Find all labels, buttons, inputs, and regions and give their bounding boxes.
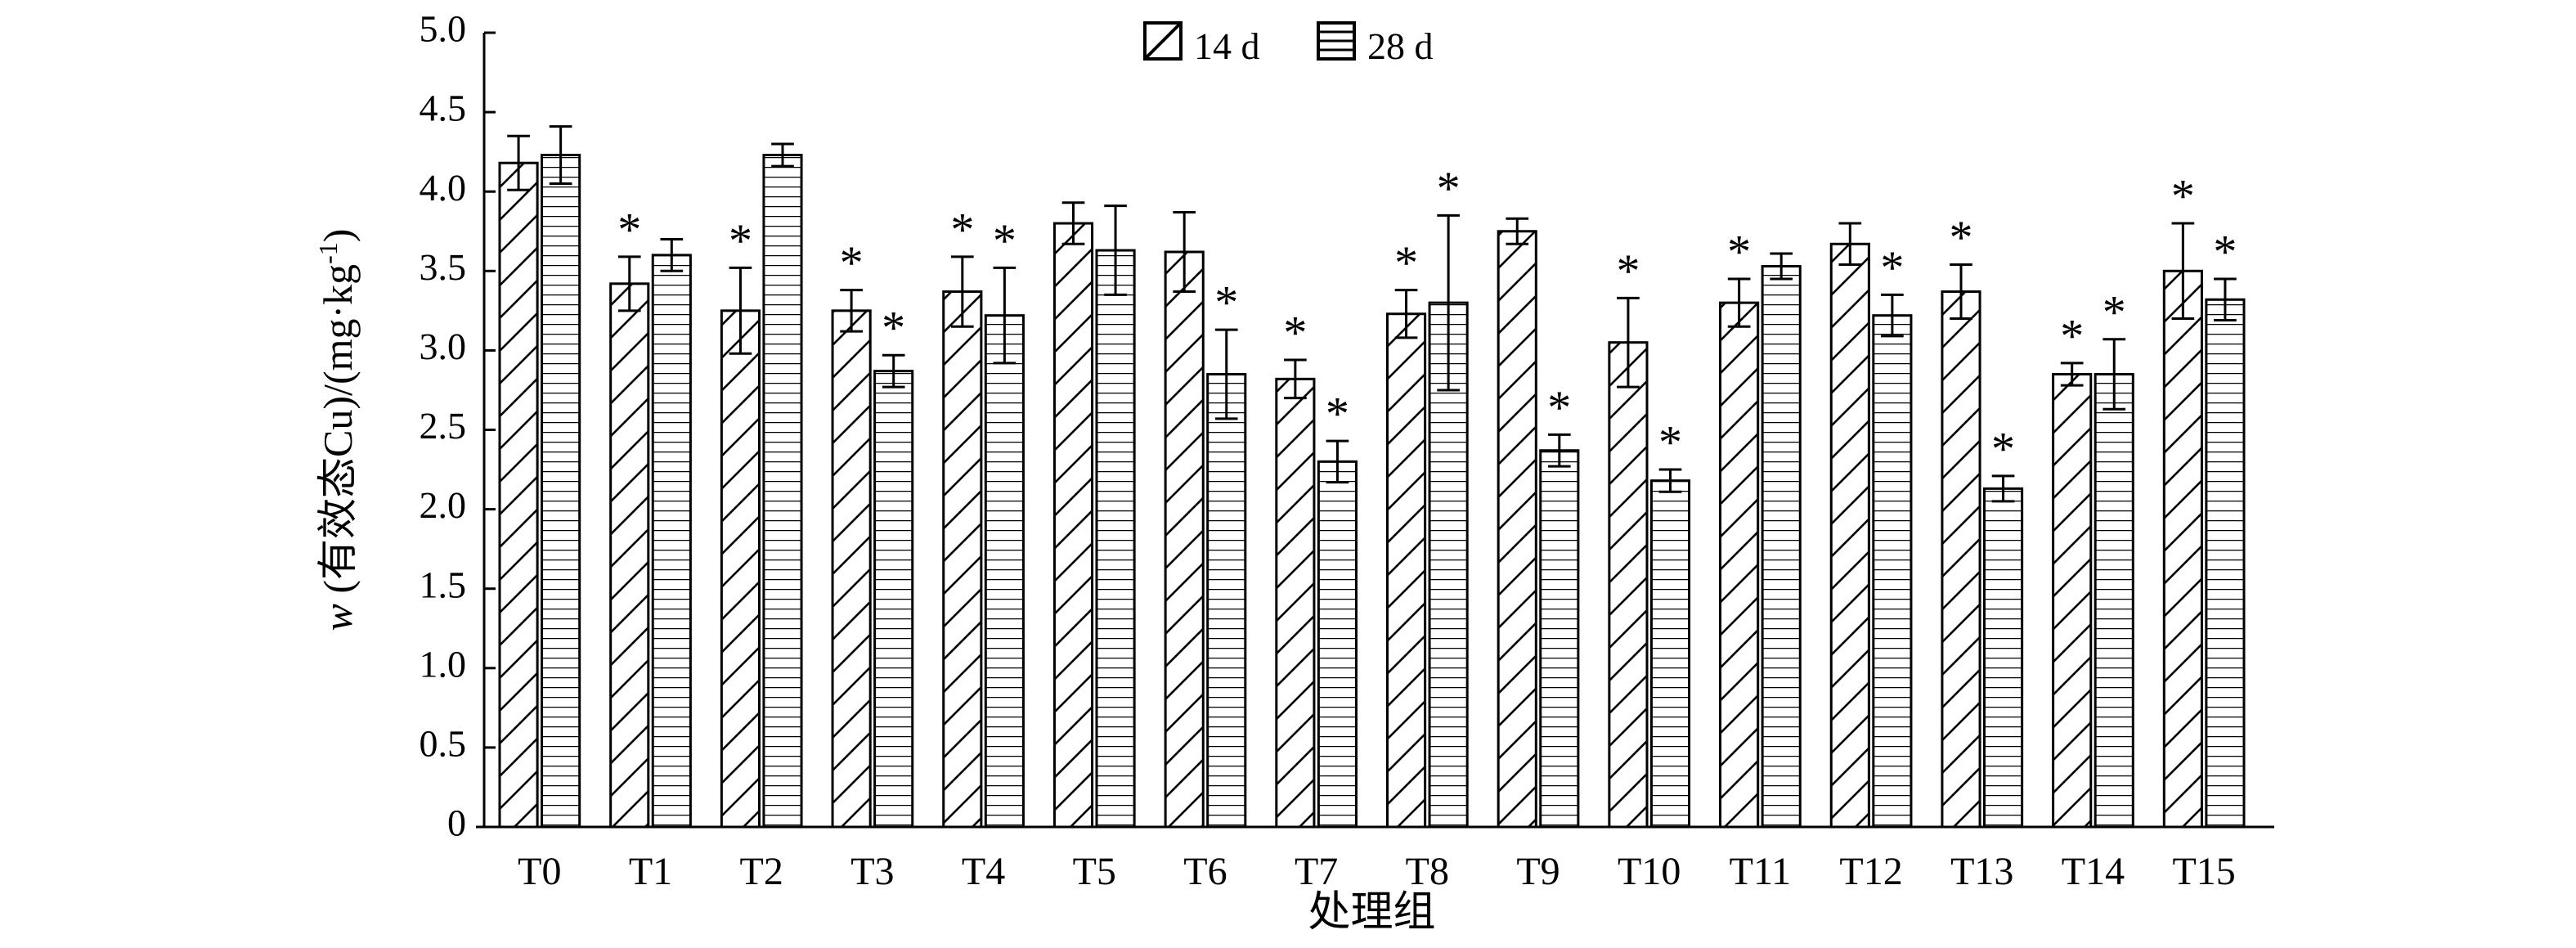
svg-text:T5: T5 xyxy=(1073,850,1116,893)
svg-text:4.5: 4.5 xyxy=(420,88,467,129)
svg-text:0.5: 0.5 xyxy=(420,722,467,764)
svg-text:*: * xyxy=(1950,211,1973,264)
svg-text:T2: T2 xyxy=(740,850,783,893)
svg-text:*: * xyxy=(1394,236,1418,290)
svg-text:T9: T9 xyxy=(1516,850,1560,893)
svg-text:T8: T8 xyxy=(1406,850,1449,893)
svg-text:*: * xyxy=(1880,240,1904,294)
svg-text:2.5: 2.5 xyxy=(420,405,467,447)
svg-text:*: * xyxy=(993,213,1016,267)
svg-text:5.0: 5.0 xyxy=(420,8,467,50)
svg-text:*: * xyxy=(2171,169,2195,222)
svg-text:*: * xyxy=(2103,285,2126,339)
svg-text:*: * xyxy=(1727,225,1751,278)
svg-text:3.5: 3.5 xyxy=(420,246,467,288)
svg-text:*: * xyxy=(950,203,974,256)
svg-text:*: * xyxy=(1214,276,1238,329)
svg-text:T6: T6 xyxy=(1183,850,1227,893)
svg-text:1.0: 1.0 xyxy=(420,643,467,685)
svg-text:*: * xyxy=(617,203,641,256)
svg-text:*: * xyxy=(1991,422,2015,475)
svg-text:2.0: 2.0 xyxy=(420,484,467,526)
svg-text:0: 0 xyxy=(447,802,466,844)
svg-text:T11: T11 xyxy=(1730,850,1792,893)
svg-text:1.5: 1.5 xyxy=(420,564,467,605)
svg-text:T4: T4 xyxy=(962,850,1005,893)
svg-text:3.0: 3.0 xyxy=(420,326,467,367)
svg-text:w (有效态Cu)/(mg·kg-1): w (有效态Cu)/(mg·kg-1) xyxy=(313,229,361,631)
svg-text:T10: T10 xyxy=(1618,850,1681,893)
svg-text:*: * xyxy=(882,301,905,354)
svg-text:*: * xyxy=(2213,225,2237,278)
svg-text:*: * xyxy=(1283,306,1307,359)
svg-text:*: * xyxy=(840,236,864,290)
svg-text:T15: T15 xyxy=(2172,850,2235,893)
svg-text:*: * xyxy=(2060,309,2084,362)
svg-text:处理组: 处理组 xyxy=(1308,889,1435,936)
svg-text:4.0: 4.0 xyxy=(420,167,467,209)
svg-text:*: * xyxy=(1547,380,1571,434)
svg-text:*: * xyxy=(1658,416,1682,469)
svg-text:*: * xyxy=(729,213,752,267)
svg-text:T12: T12 xyxy=(1839,850,1902,893)
svg-text:*: * xyxy=(1437,161,1461,214)
svg-text:T13: T13 xyxy=(1950,850,2013,893)
svg-text:28 d: 28 d xyxy=(1367,25,1434,67)
svg-text:14 d: 14 d xyxy=(1194,25,1260,67)
svg-text:T0: T0 xyxy=(518,850,561,893)
svg-text:*: * xyxy=(1616,244,1640,297)
svg-text:T7: T7 xyxy=(1295,850,1338,893)
svg-text:*: * xyxy=(1326,387,1349,440)
svg-text:T1: T1 xyxy=(629,850,672,893)
svg-text:T3: T3 xyxy=(850,850,894,893)
svg-text:T14: T14 xyxy=(2062,850,2125,893)
